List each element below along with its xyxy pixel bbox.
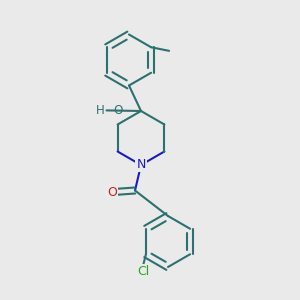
Text: O: O (108, 185, 117, 199)
Text: Cl: Cl (137, 265, 149, 278)
Text: N: N (136, 158, 146, 172)
Text: - O: - O (106, 104, 123, 117)
Text: H: H (96, 104, 105, 117)
